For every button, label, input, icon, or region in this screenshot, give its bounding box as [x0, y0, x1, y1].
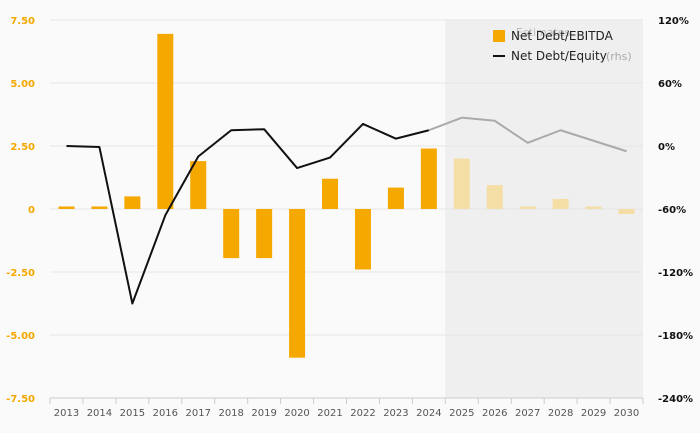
line-series: [66, 116, 627, 305]
x-tick-label: 2023: [383, 408, 408, 419]
x-tick-label: 2019: [251, 408, 276, 419]
x-tick-label: 2017: [186, 408, 211, 419]
y-right-tick-label: 0%: [658, 142, 675, 153]
bar-net-debt-ebitda: [91, 206, 108, 209]
x-tick-label: 2028: [548, 408, 573, 419]
y-left-tick-label: 2.50: [10, 142, 35, 153]
y-right-tick-label: -180%: [658, 331, 693, 342]
x-tick-label: 2013: [54, 408, 79, 419]
bar-net-debt-ebitda: [190, 161, 207, 209]
bar-net-debt-ebitda: [223, 209, 240, 259]
legend-label-net-debt-ebitda: Net Debt/EBITDA: [511, 29, 614, 43]
bar-net-debt-ebitda: [387, 187, 404, 209]
y-right-tick-label: 60%: [658, 79, 682, 90]
line-net-debt-equity-estimate: [428, 116, 627, 153]
y-right-tick-label: 120%: [658, 16, 689, 27]
x-tick-label: 2020: [284, 408, 309, 419]
bar-net-debt-ebitda: [420, 148, 437, 209]
line-net-debt-equity-actual: [66, 122, 430, 305]
x-tick-label: 2026: [482, 408, 507, 419]
bar-net-debt-ebitda: [124, 196, 141, 209]
bar-net-debt-ebitda: [289, 209, 306, 358]
bar-net-debt-ebitda: [552, 198, 569, 209]
bar-net-debt-ebitda: [618, 209, 635, 215]
legend-label-net-debt-equity: Net Debt/Equity: [511, 49, 607, 63]
bar-net-debt-ebitda: [453, 158, 470, 209]
y-right-tick-label: -120%: [658, 268, 693, 279]
bar-net-debt-ebitda: [58, 206, 75, 209]
x-tick-label: 2027: [515, 408, 540, 419]
estimates-label: Estimates: [516, 26, 571, 39]
bar-series: [58, 33, 635, 358]
y-right-tick-label: -60%: [658, 205, 686, 216]
legend-rhs-note: (rhs): [606, 50, 632, 63]
y-axis-left: 7.50 5.00 2.50 0 -2.50 -5.00 -7.50: [6, 16, 35, 405]
bar-net-debt-ebitda: [256, 209, 273, 259]
y-axis-right: 120% 60% 0% -60% -120% -180% -240%: [658, 16, 693, 405]
x-tick-label: 2021: [317, 408, 342, 419]
x-tick-label: 2030: [614, 408, 639, 419]
x-tick-label: 2016: [153, 408, 178, 419]
bar-net-debt-ebitda: [354, 209, 371, 270]
x-tick-label: 2029: [581, 408, 606, 419]
legend-swatch-net-debt-ebitda: [493, 30, 505, 42]
y-left-tick-label: -5.00: [6, 331, 35, 342]
bar-net-debt-ebitda: [519, 206, 536, 209]
x-tick-label: 2022: [350, 408, 375, 419]
bar-net-debt-ebitda: [486, 185, 503, 209]
x-tick-label: 2014: [87, 408, 112, 419]
bar-net-debt-ebitda: [585, 206, 602, 209]
bar-net-debt-ebitda: [322, 178, 339, 209]
x-tick-label: 2025: [449, 408, 474, 419]
x-tick-label: 2024: [416, 408, 441, 419]
y-left-tick-label: 5.00: [10, 79, 35, 90]
y-left-tick-label: 7.50: [10, 16, 35, 27]
x-tick-label: 2018: [218, 408, 243, 419]
y-left-tick-label: 0: [28, 205, 35, 216]
x-axis: 2013 2014 2015 2016 2017 2018 2019 2020 2021 2022…: [49, 397, 644, 419]
bar-net-debt-ebitda: [157, 33, 174, 209]
y-left-tick-label: -7.50: [6, 394, 35, 405]
legend: Net Debt/EBITDA Net Debt/Equity (rhs): [493, 29, 632, 63]
y-right-tick-label: -240%: [658, 394, 693, 405]
y-left-tick-label: -2.50: [6, 268, 35, 279]
x-tick-label: 2015: [120, 408, 145, 419]
